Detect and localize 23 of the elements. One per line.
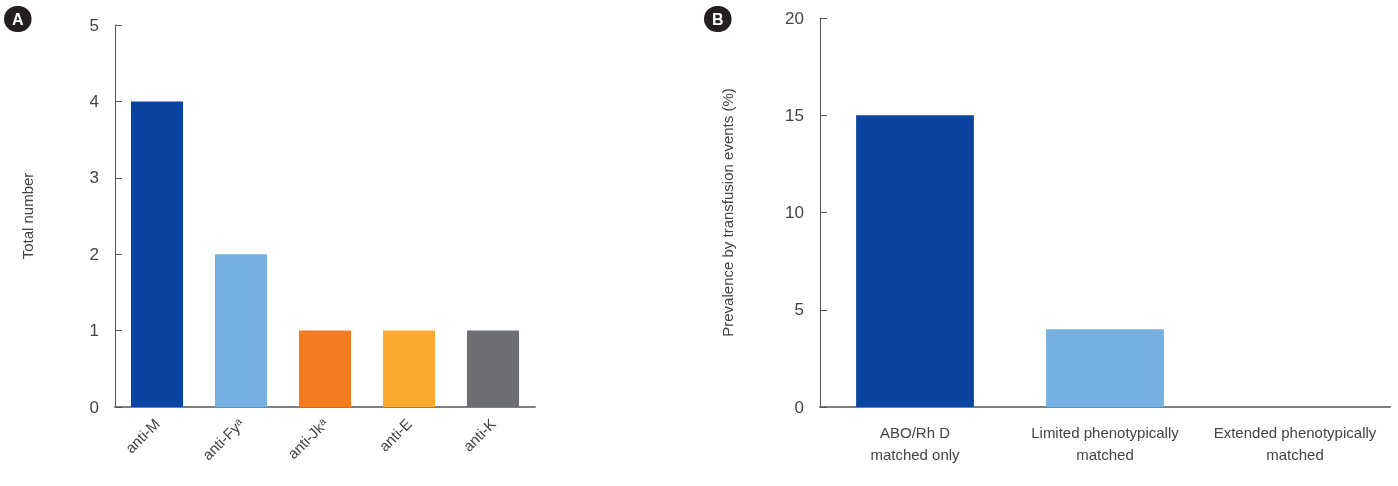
bar [298, 330, 352, 407]
chart-title: B [712, 10, 724, 28]
y-tick-label: 5 [794, 300, 804, 320]
y-tick-label: 20 [785, 8, 804, 28]
x-tick-label: Limited phenotypically matched [1031, 423, 1180, 463]
y-tick-label: 4 [89, 91, 99, 111]
bar [466, 330, 520, 407]
y-axis-title: Prevalence by transfusion events (%) [719, 88, 736, 337]
bar [130, 101, 184, 407]
y-tick-label: 1 [89, 321, 99, 341]
bar [382, 330, 436, 407]
y-tick-label: 15 [785, 105, 804, 125]
x-tick-label: Extended phenotypically matched [1213, 423, 1377, 463]
y-tick-label: 5 [89, 15, 99, 35]
y-tick-label: 0 [794, 397, 804, 417]
y-axis-title: Total number [19, 172, 36, 260]
chart-title: A [12, 10, 24, 28]
y-tick-label: 3 [89, 168, 99, 188]
y-tick-label: 2 [89, 244, 99, 264]
y-tick-label: 0 [89, 397, 99, 417]
y-tick-label: 10 [785, 203, 804, 222]
x-tick-label: ABO/Rh D matched only [870, 423, 961, 463]
bar [214, 254, 268, 407]
